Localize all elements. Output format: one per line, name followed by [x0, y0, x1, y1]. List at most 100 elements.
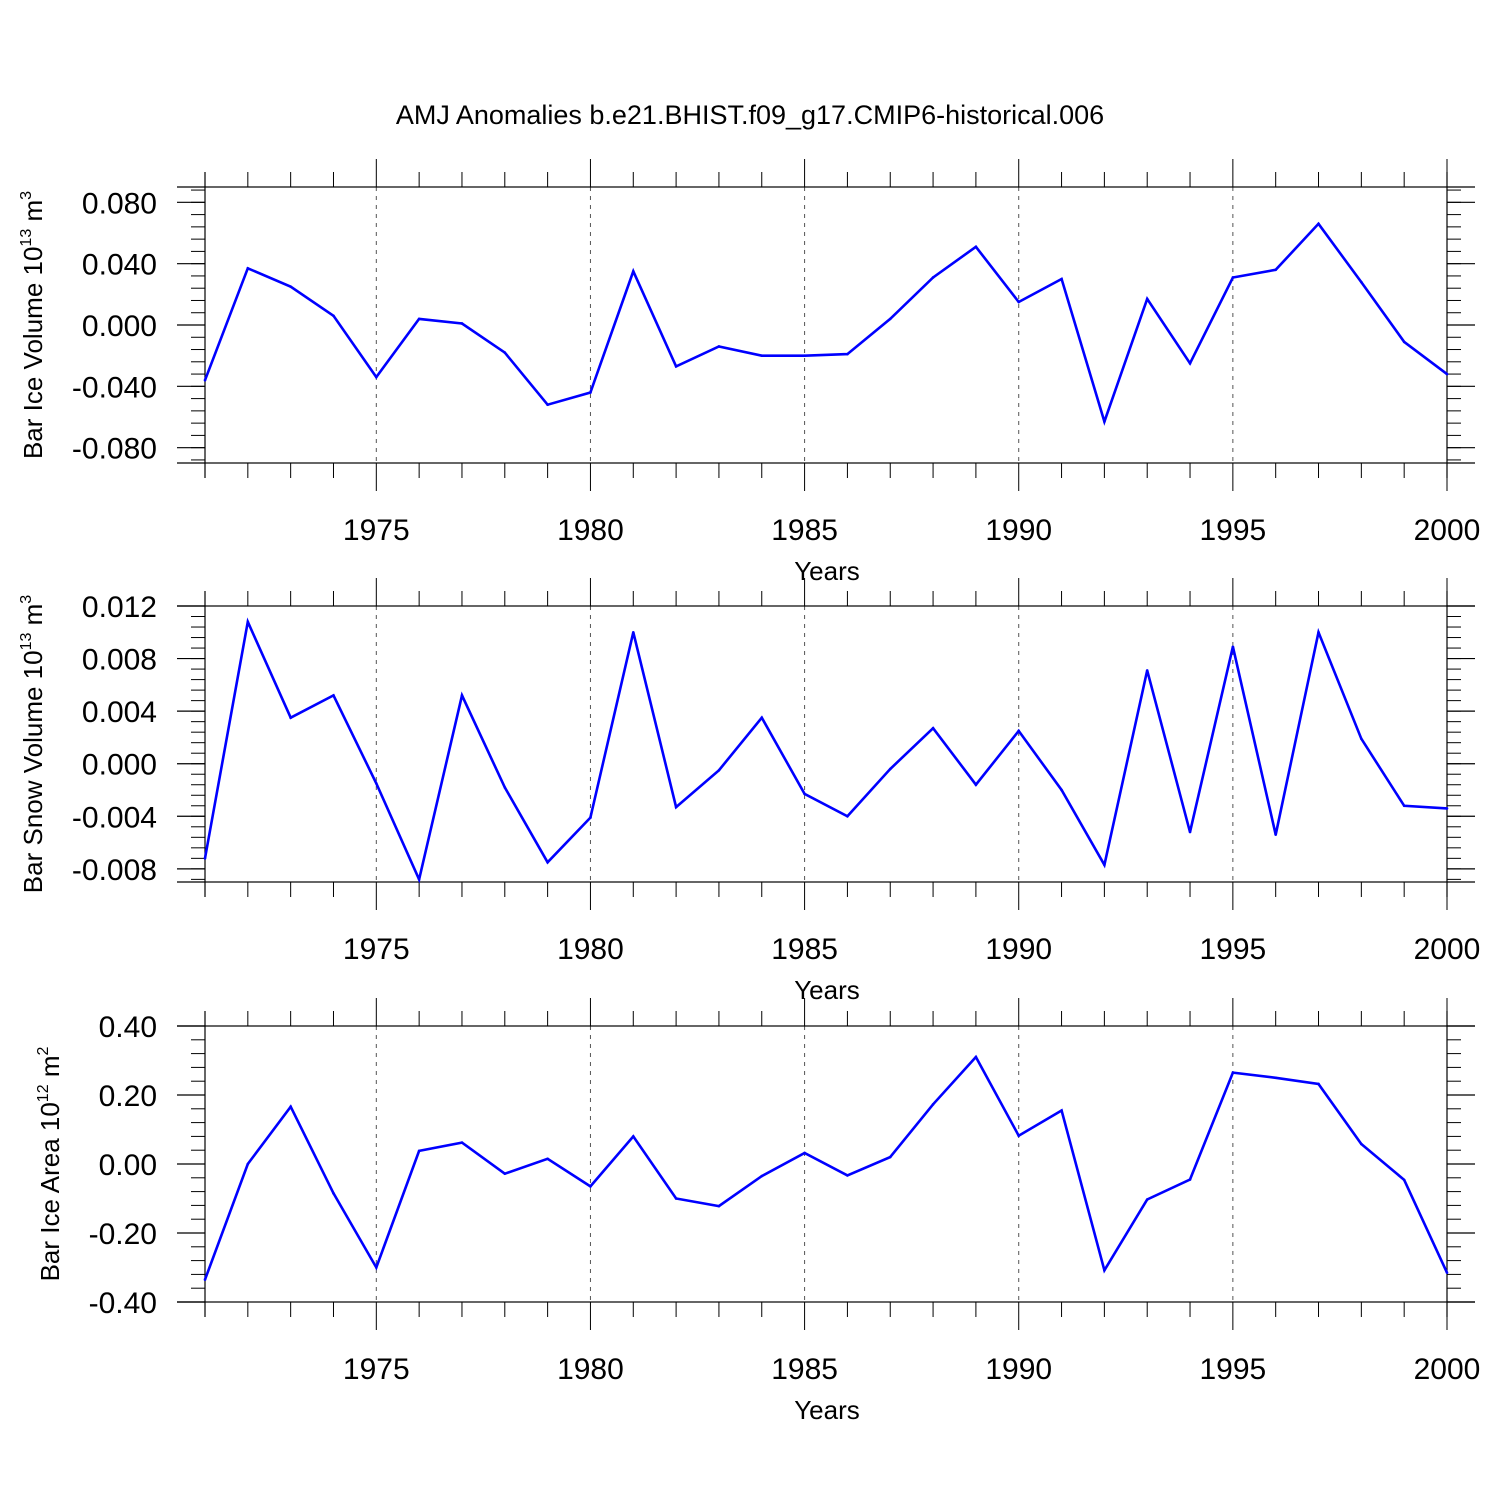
y-tick-label: 0.012	[82, 591, 157, 624]
x-tick-label: 1975	[343, 1353, 410, 1386]
data-point-2000	[1445, 1271, 1449, 1274]
data-point-1982	[674, 365, 678, 368]
y-axis-title-superscript: 13	[18, 229, 35, 247]
data-point-1994	[1188, 830, 1192, 834]
data-point-1979	[546, 860, 549, 864]
x-axis-title: Years	[794, 975, 860, 1005]
data-point-1981	[631, 630, 635, 634]
data-point-1993	[1145, 297, 1149, 301]
y-axis-title: Bar Snow Volume 1013 m3	[18, 595, 48, 894]
data-point-1992	[1103, 863, 1106, 867]
data-point-1994	[1188, 1178, 1192, 1181]
data-point-1994	[1188, 362, 1192, 365]
data-point-1978	[503, 1172, 507, 1175]
data-point-1995	[1231, 276, 1235, 279]
data-point-1971	[203, 857, 207, 860]
data-point-1999	[1402, 340, 1406, 344]
data-point-1992	[1103, 1268, 1106, 1272]
data-point-1998	[1360, 1142, 1363, 1146]
data-point-1972	[246, 266, 250, 270]
x-tick-label: 1980	[557, 1353, 624, 1386]
y-tick-label: -0.040	[72, 371, 157, 404]
series-line-ice-area	[203, 1054, 1449, 1281]
y-tick-label: 0.20	[99, 1080, 157, 1113]
y-tick-label: 0.00	[99, 1149, 157, 1182]
plot-frame	[204, 186, 1448, 464]
data-point-1996	[1274, 833, 1277, 836]
data-point-1985	[803, 1151, 806, 1155]
y-axis-title: Bar Ice Area 1012 m2	[35, 1046, 65, 1281]
data-point-1991	[1060, 277, 1063, 281]
data-point-1991	[1060, 788, 1063, 792]
data-point-1986	[846, 352, 849, 356]
x-tick-label: 1980	[557, 514, 624, 547]
data-point-1995	[1231, 645, 1235, 649]
panel-snow-volume: 0.012 0.008 0.004 0.000 -0.004 -0.008 1975 1980…	[18, 578, 1480, 1005]
data-point-1977	[460, 1141, 464, 1144]
data-point-1997	[1317, 222, 1320, 226]
data-point-2000	[1445, 372, 1449, 376]
data-point-1991	[1060, 1109, 1063, 1112]
y-axis-title-part: 10	[35, 1102, 65, 1131]
data-point-1996	[1274, 268, 1277, 272]
y-tick-label: -0.080	[72, 433, 157, 466]
data-point-2000	[1445, 807, 1449, 810]
data-point-1989	[974, 783, 978, 787]
data-point-1999	[1402, 1178, 1406, 1182]
data-point-1972	[246, 620, 250, 624]
data-point-1981	[631, 1135, 635, 1138]
data-point-1975	[375, 375, 378, 379]
y-axis-title-superscript: 13	[18, 632, 35, 650]
data-point-1971	[203, 378, 207, 382]
data-point-1989	[974, 245, 978, 249]
series-line-snow-volume	[203, 617, 1448, 884]
figure-title: AMJ Anomalies b.e21.BHIST.f09_g17.CMIP6-…	[396, 100, 1104, 130]
y-axis-title-superscript: 3	[18, 191, 35, 200]
data-point-1990	[1017, 729, 1021, 733]
x-tick-label: 1985	[771, 1353, 838, 1386]
data-point-1985	[803, 792, 806, 796]
data-point-1990	[1017, 1134, 1021, 1138]
data-point-1979	[546, 1157, 549, 1161]
x-tick-label: 1995	[1199, 1353, 1266, 1386]
data-point-1984	[760, 716, 764, 720]
data-point-1977	[460, 694, 464, 697]
y-axis-title-part: m	[35, 1055, 65, 1084]
data-point-1983	[717, 345, 721, 348]
x-tick-label: 2000	[1414, 933, 1481, 966]
data-point-1983	[717, 1204, 721, 1208]
data-point-1976	[417, 317, 421, 321]
data-point-1987	[888, 1155, 892, 1159]
y-axis-title-superscript: 12	[35, 1084, 52, 1102]
data-point-1989	[974, 1055, 978, 1059]
data-point-1996	[1274, 1076, 1277, 1080]
data-point-1999	[1402, 804, 1406, 808]
y-axis-title-superscript: 2	[35, 1046, 52, 1055]
y-tick-label: -0.008	[72, 854, 157, 887]
x-tick-label: 1995	[1199, 514, 1266, 547]
data-point-1976	[417, 878, 421, 881]
data-point-1988	[931, 1103, 935, 1106]
data-point-1993	[1145, 1198, 1149, 1201]
x-tick-label: 1985	[771, 514, 838, 547]
data-point-1980	[589, 1185, 592, 1188]
data-point-1997	[1317, 630, 1320, 634]
x-tick-label: 1975	[343, 514, 410, 547]
x-tick-label: 1995	[1199, 933, 1266, 966]
data-point-1974	[332, 314, 335, 318]
y-tick-label: 0.080	[82, 187, 157, 220]
data-point-1974	[332, 694, 335, 697]
y-axis-title: Bar Ice Volume 1013 m3	[18, 191, 48, 459]
y-axis-title-part: Bar Ice Area	[35, 1131, 65, 1281]
y-tick-label: 0.40	[99, 1011, 157, 1044]
data-point-1983	[717, 768, 721, 772]
data-point-1973	[289, 716, 292, 720]
data-point-1998	[1360, 280, 1363, 284]
data-point-1986	[846, 814, 849, 818]
data-point-1977	[460, 322, 464, 325]
data-point-1987	[888, 317, 892, 321]
x-tick-label: 1980	[557, 933, 624, 966]
y-tick-label: 0.008	[82, 644, 157, 677]
x-tick-label: 2000	[1414, 1353, 1481, 1386]
data-point-1982	[674, 805, 678, 809]
